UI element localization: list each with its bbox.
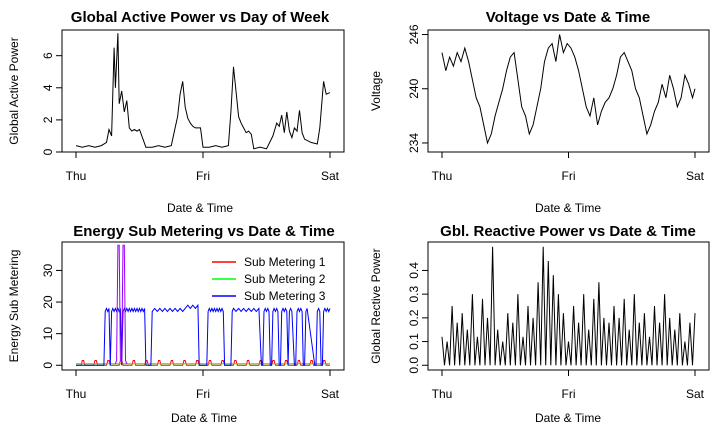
x-tick-label: Fri [196,387,210,401]
y-tick-label: 0.4 [407,262,421,279]
series-line-3 [76,303,331,366]
legend-label: Sub Metering 1 [244,255,326,269]
y-tick-label: 0.3 [407,285,421,302]
x-tick-label: Sat [686,387,705,401]
y-axis-label: Voltage [369,71,383,111]
x-tick-label: Sat [321,169,340,183]
y-axis-label: Energy Sub Metering [7,250,21,363]
x-axis-label: Date & Time [171,411,237,425]
chart-panel-2: Voltage vs Date & Time Thu Fri Sat 234 240 246… [369,9,710,215]
x-tick-label: Thu [66,169,87,183]
series-line-1 [75,33,331,150]
chart-title: Gbl. Reactive Power vs Date & Time [440,223,696,240]
x-tick-label: Fri [562,169,576,183]
chart-panel-4: Gbl. Reactive Power vs Date & Time Thu Fri… [369,223,710,425]
x-tick-label: Sat [321,387,340,401]
y-tick-label: 30 [41,263,55,277]
x-tick-label: Thu [432,169,453,183]
x-axis-label: Date & Time [167,201,233,215]
y-tick-label: 2 [41,116,55,123]
chart-panel-3: Energy Sub Metering vs Date & Time Thu Fri… [7,223,345,425]
y-tick-label: 0.0 [407,357,421,374]
y-axis-label: Global Rective Power [369,248,383,363]
y-tick-label: 0 [41,148,55,155]
y-tick-label: 10 [41,327,55,341]
x-axis-label: Date & Time [535,411,601,425]
legend-label: Sub Metering 2 [244,272,326,286]
series-line-4 [114,244,128,364]
y-tick-label: 4 [41,84,55,91]
chart-panel-1: Global Active Power vs Day of Week Thu Fri… [7,9,345,215]
chart-title: Global Active Power vs Day of Week [71,9,330,26]
y-tick-label: 0.1 [407,333,421,350]
y-tick-label: 0.2 [407,309,421,326]
y-axis-label: Global Active Power [7,37,21,144]
chart-title: Energy Sub Metering vs Date & Time [73,223,334,240]
x-tick-label: Sat [686,169,705,183]
y-tick-label: 240 [407,78,421,98]
x-tick-label: Fri [196,169,210,183]
y-tick-label: 246 [407,24,421,44]
y-tick-label: 20 [41,295,55,309]
y-tick-label: 0 [41,362,55,369]
series-line-1 [441,246,696,366]
series-line-1 [76,360,330,366]
plot-frame [61,29,345,153]
chart-title: Voltage vs Date & Time [486,9,651,26]
x-tick-label: Thu [432,387,453,401]
x-tick-label: Thu [66,387,87,401]
x-tick-label: Fri [562,387,576,401]
x-axis-label: Date & Time [535,201,601,215]
legend-label: Sub Metering 3 [244,289,326,303]
y-tick-label: 6 [41,52,55,59]
y-tick-label: 234 [407,133,421,153]
series-line-1 [441,34,696,145]
